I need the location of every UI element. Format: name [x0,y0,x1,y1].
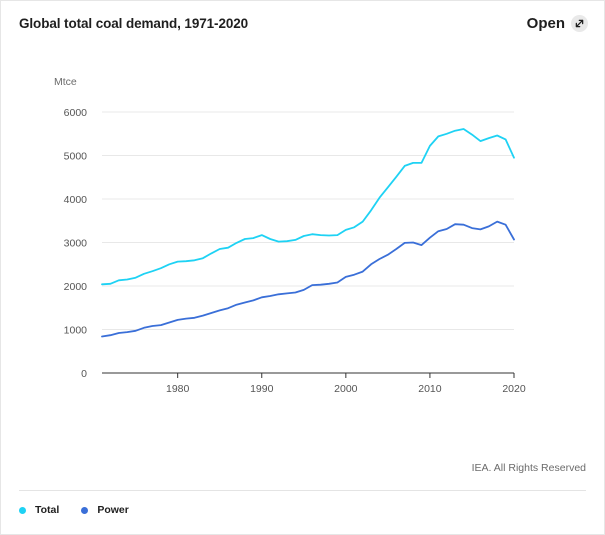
y-tick-label-5000: 5000 [64,151,88,163]
y-tick-label-3000: 3000 [64,238,88,250]
x-tick-label-2000: 2000 [334,383,358,395]
series-line-total [101,128,515,286]
chart-title: Global total coal demand, 1971-2020 [19,16,249,31]
open-label: Open [526,15,565,32]
legend-label-total: Total [35,504,60,516]
legend-swatch-power [81,506,89,514]
legend-swatch-total [19,506,26,514]
expand-icon [571,15,588,32]
legend-item-total[interactable]: Total [19,504,59,516]
x-tick-label-2020: 2020 [502,383,526,395]
x-tick-label-2010: 2010 [418,383,442,395]
y-tick-label-1000: 1000 [64,325,88,337]
series-layer [101,128,515,338]
legend-label-power: Power [97,504,129,516]
y-tick-label-0: 0 [81,368,87,380]
series-line-power [101,220,515,338]
legend: Total Power [19,504,129,516]
y-tick-label-6000: 6000 [64,107,88,119]
x-tick-label-1980: 1980 [166,383,190,395]
x-tick-label-1990: 1990 [250,383,274,395]
footer-divider [19,490,586,491]
axis-layer: 0 1000 2000 3000 4000 5000 6000 1980 1990 2000 201… [64,107,526,395]
y-tick-label-2000: 2000 [64,281,88,293]
grid-layer [102,111,514,330]
legend-item-power[interactable]: Power [81,504,129,516]
copyright-credit: IEA. All Rights Reserved [471,462,586,474]
y-axis-unit-label: Mtce [54,76,77,88]
line-chart: Mtce 0 1000 2000 3000 4000 5000 6000 1980 1990 20… [54,76,526,395]
y-tick-label-4000: 4000 [64,194,88,206]
open-button[interactable]: Open [527,15,588,32]
